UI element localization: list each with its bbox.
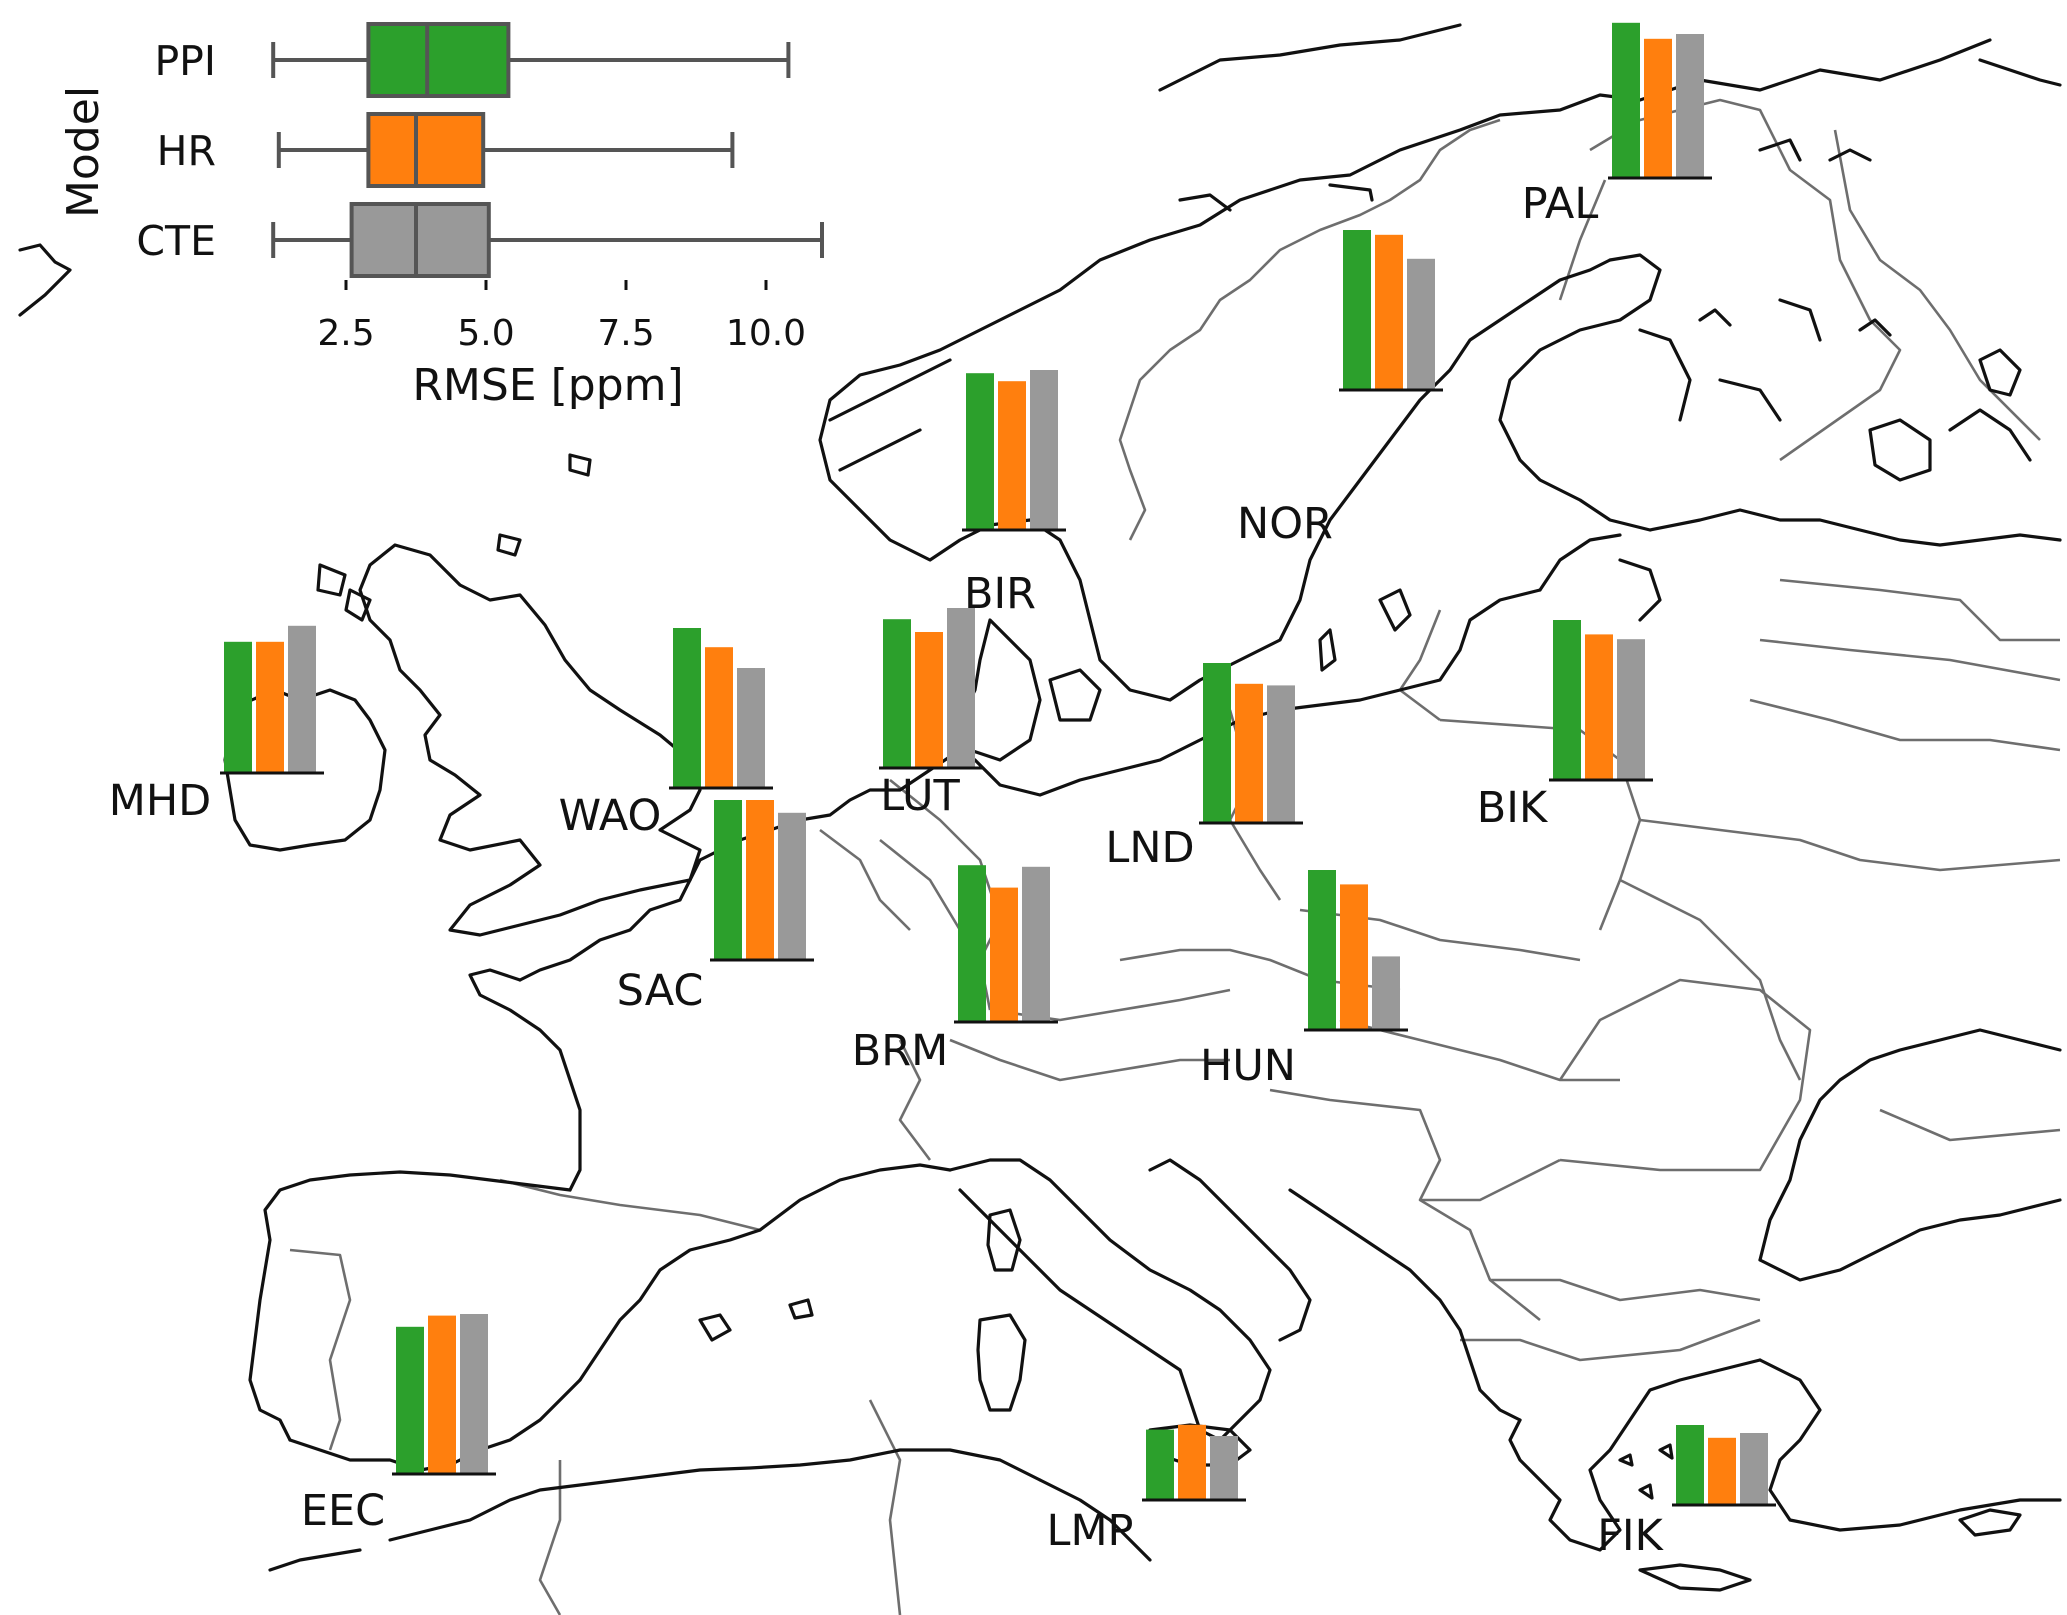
model-label: PPI bbox=[154, 37, 216, 85]
coastlines bbox=[18, 23, 2062, 1592]
site-label: SAC bbox=[617, 966, 704, 1016]
site-label: LMP bbox=[1047, 1506, 1134, 1556]
site-label: HUN bbox=[1200, 1041, 1296, 1091]
bar-ppi bbox=[224, 641, 252, 773]
bar-cte bbox=[1407, 258, 1435, 390]
bar-ppi bbox=[714, 800, 742, 960]
site-label: BIK bbox=[1477, 783, 1549, 833]
site-label: PAL bbox=[1522, 179, 1599, 229]
site-chart-lnd: LND bbox=[1105, 663, 1303, 873]
site-chart-sac: SAC bbox=[617, 800, 814, 1016]
x-tick-label: 10.0 bbox=[726, 313, 806, 354]
bar-cte bbox=[737, 668, 765, 788]
site-chart-hun: HUN bbox=[1200, 870, 1408, 1091]
bar-cte bbox=[460, 1314, 488, 1474]
bar-cte bbox=[1372, 956, 1400, 1030]
x-tick-label: 2.5 bbox=[317, 313, 374, 354]
site-label: FIK bbox=[1597, 1511, 1664, 1561]
model-label: CTE bbox=[136, 217, 216, 265]
bar-cte bbox=[1617, 639, 1645, 780]
bar-hr bbox=[1708, 1437, 1736, 1505]
site-chart-eec: EEC bbox=[301, 1314, 496, 1536]
bar-hr bbox=[1585, 634, 1613, 780]
site-chart-nor: NOR bbox=[1237, 230, 1443, 549]
bar-ppi bbox=[1146, 1429, 1174, 1500]
iqr-box bbox=[366, 112, 486, 188]
bar-cte bbox=[1210, 1436, 1238, 1500]
bar-cte bbox=[947, 608, 975, 768]
site-chart-pal: PAL bbox=[1522, 22, 1712, 229]
site-chart-brm: BRM bbox=[852, 865, 1058, 1076]
bar-ppi bbox=[1676, 1425, 1704, 1505]
site-chart-lmp: LMP bbox=[1047, 1424, 1246, 1556]
boxplot-x-axis: 2.5 5.0 7.5 10.0 bbox=[317, 280, 806, 354]
bar-ppi bbox=[883, 619, 911, 768]
site-chart-mhd: MHD bbox=[109, 625, 324, 826]
bar-cte bbox=[1676, 34, 1704, 178]
bar-hr bbox=[915, 632, 943, 768]
site-chart-fik: FIK bbox=[1597, 1425, 1776, 1561]
boxplot-model-labels: PPI HR CTE bbox=[136, 37, 216, 265]
site-chart-lut: LUT bbox=[879, 608, 983, 821]
bar-cte bbox=[1740, 1433, 1768, 1505]
site-label: MHD bbox=[109, 776, 212, 826]
site-chart-wao: WAO bbox=[559, 628, 773, 841]
boxplot-boxes bbox=[271, 22, 824, 278]
bar-cte bbox=[778, 812, 806, 960]
boxplot-x-axis-title: RMSE [ppm] bbox=[412, 360, 683, 411]
bar-cte bbox=[288, 625, 316, 773]
site-label: BIR bbox=[964, 569, 1036, 619]
bar-hr bbox=[1235, 683, 1263, 823]
boxplot-row-cte bbox=[271, 202, 824, 278]
bar-ppi bbox=[396, 1326, 424, 1474]
bar-hr bbox=[705, 647, 733, 788]
bar-ppi bbox=[958, 865, 986, 1022]
bar-ppi bbox=[1343, 230, 1371, 390]
site-chart-bir: BIR bbox=[962, 370, 1066, 619]
x-tick-label: 7.5 bbox=[597, 313, 654, 354]
bar-ppi bbox=[1308, 870, 1336, 1030]
bar-hr bbox=[998, 381, 1026, 530]
bar-hr bbox=[1178, 1424, 1206, 1500]
site-label: NOR bbox=[1237, 499, 1333, 549]
iqr-box bbox=[366, 22, 511, 98]
rmse-boxplot: PPI HR CTE 2.5 5.0 7.5 10.0 RMSE [ppm] Model bbox=[58, 22, 824, 411]
bar-hr bbox=[428, 1315, 456, 1474]
site-chart-bik: BIK bbox=[1477, 620, 1653, 833]
europe-basemap bbox=[18, 23, 2062, 1615]
bar-hr bbox=[990, 887, 1018, 1022]
boxplot-row-hr bbox=[276, 112, 735, 188]
bar-ppi bbox=[1612, 22, 1640, 178]
site-bar-charts: PAL NOR BIR LUT WAO MHD LND BIK SAC BRM HUN EEC LMP F… bbox=[109, 22, 1776, 1561]
bar-ppi bbox=[1203, 663, 1231, 823]
bar-ppi bbox=[673, 628, 701, 788]
bar-cte bbox=[1267, 685, 1295, 823]
site-label: BRM bbox=[852, 1026, 948, 1076]
bar-hr bbox=[1375, 234, 1403, 390]
bar-cte bbox=[1022, 866, 1050, 1022]
site-label: LUT bbox=[880, 771, 960, 821]
bar-ppi bbox=[1553, 620, 1581, 780]
bar-hr bbox=[1340, 884, 1368, 1030]
model-label: HR bbox=[157, 127, 216, 175]
iqr-box bbox=[349, 202, 491, 278]
site-label: WAO bbox=[559, 791, 662, 841]
bar-hr bbox=[746, 800, 774, 960]
boxplot-y-axis-title: Model bbox=[58, 86, 109, 218]
bar-hr bbox=[256, 641, 284, 773]
bar-cte bbox=[1030, 370, 1058, 530]
x-tick-label: 5.0 bbox=[457, 313, 514, 354]
bar-ppi bbox=[966, 373, 994, 530]
bar-hr bbox=[1644, 38, 1672, 178]
site-label: LND bbox=[1105, 823, 1194, 873]
boxplot-row-ppi bbox=[271, 22, 791, 98]
site-label: EEC bbox=[301, 1486, 385, 1536]
